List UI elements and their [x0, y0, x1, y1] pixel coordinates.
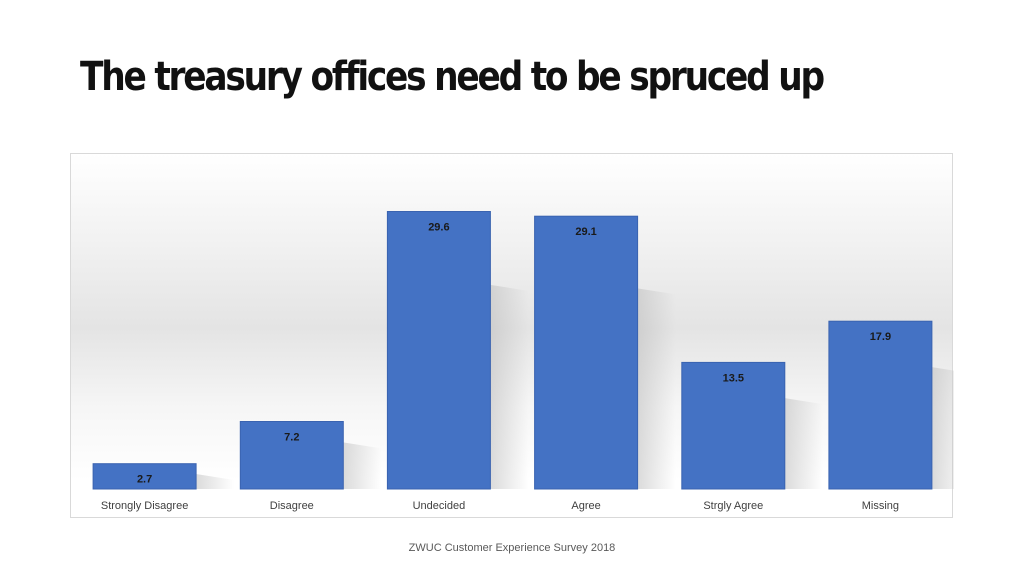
bar-strongly-disagree — [92, 463, 197, 490]
x-tick-label: Strgly Agree — [703, 500, 763, 512]
bar-chart: 2.7 7.2 29.6 29.1 13.5 17.9 Strongly Disagree… — [92, 211, 954, 512]
data-label: 17.9 — [870, 331, 891, 343]
bar-missing — [828, 320, 933, 490]
source-footer: ZWUC Customer Experience Survey 2018 — [408, 542, 616, 554]
data-label: 13.5 — [723, 372, 744, 384]
x-tick-label: Missing — [862, 500, 899, 512]
x-tick-label: Agree — [571, 500, 600, 512]
bar-disagree — [239, 421, 344, 490]
bar-shadow — [931, 367, 954, 489]
data-label: 29.6 — [428, 222, 449, 234]
bar-shadow — [196, 474, 235, 489]
data-label: 2.7 — [137, 474, 152, 486]
slide-title: The treasury offices need to be spruced … — [80, 54, 825, 100]
x-tick-label: Strongly Disagree — [101, 500, 188, 512]
bar-agree — [534, 215, 639, 490]
data-label: 29.1 — [575, 226, 596, 238]
bar-undecided — [386, 211, 491, 490]
bar-shadow — [784, 398, 823, 489]
data-labels: 2.7 7.2 29.6 29.1 13.5 17.9 — [137, 222, 891, 486]
x-tick-label: Disagree — [270, 500, 314, 512]
chart-area: 2.7 7.2 29.6 29.1 13.5 17.9 Strongly Disagree… — [70, 153, 954, 518]
bar-strgly-agree — [681, 361, 786, 490]
bar-shadow — [637, 288, 676, 489]
bar-shadow — [343, 442, 382, 489]
data-label: 7.2 — [284, 432, 299, 444]
x-axis-tick-labels: Strongly Disagree Disagree Undecided Agree S… — [101, 500, 899, 512]
bar-shadows — [196, 284, 954, 489]
x-tick-label: Undecided — [413, 500, 466, 512]
bar-shadow — [490, 284, 529, 489]
bar-series — [92, 211, 933, 490]
